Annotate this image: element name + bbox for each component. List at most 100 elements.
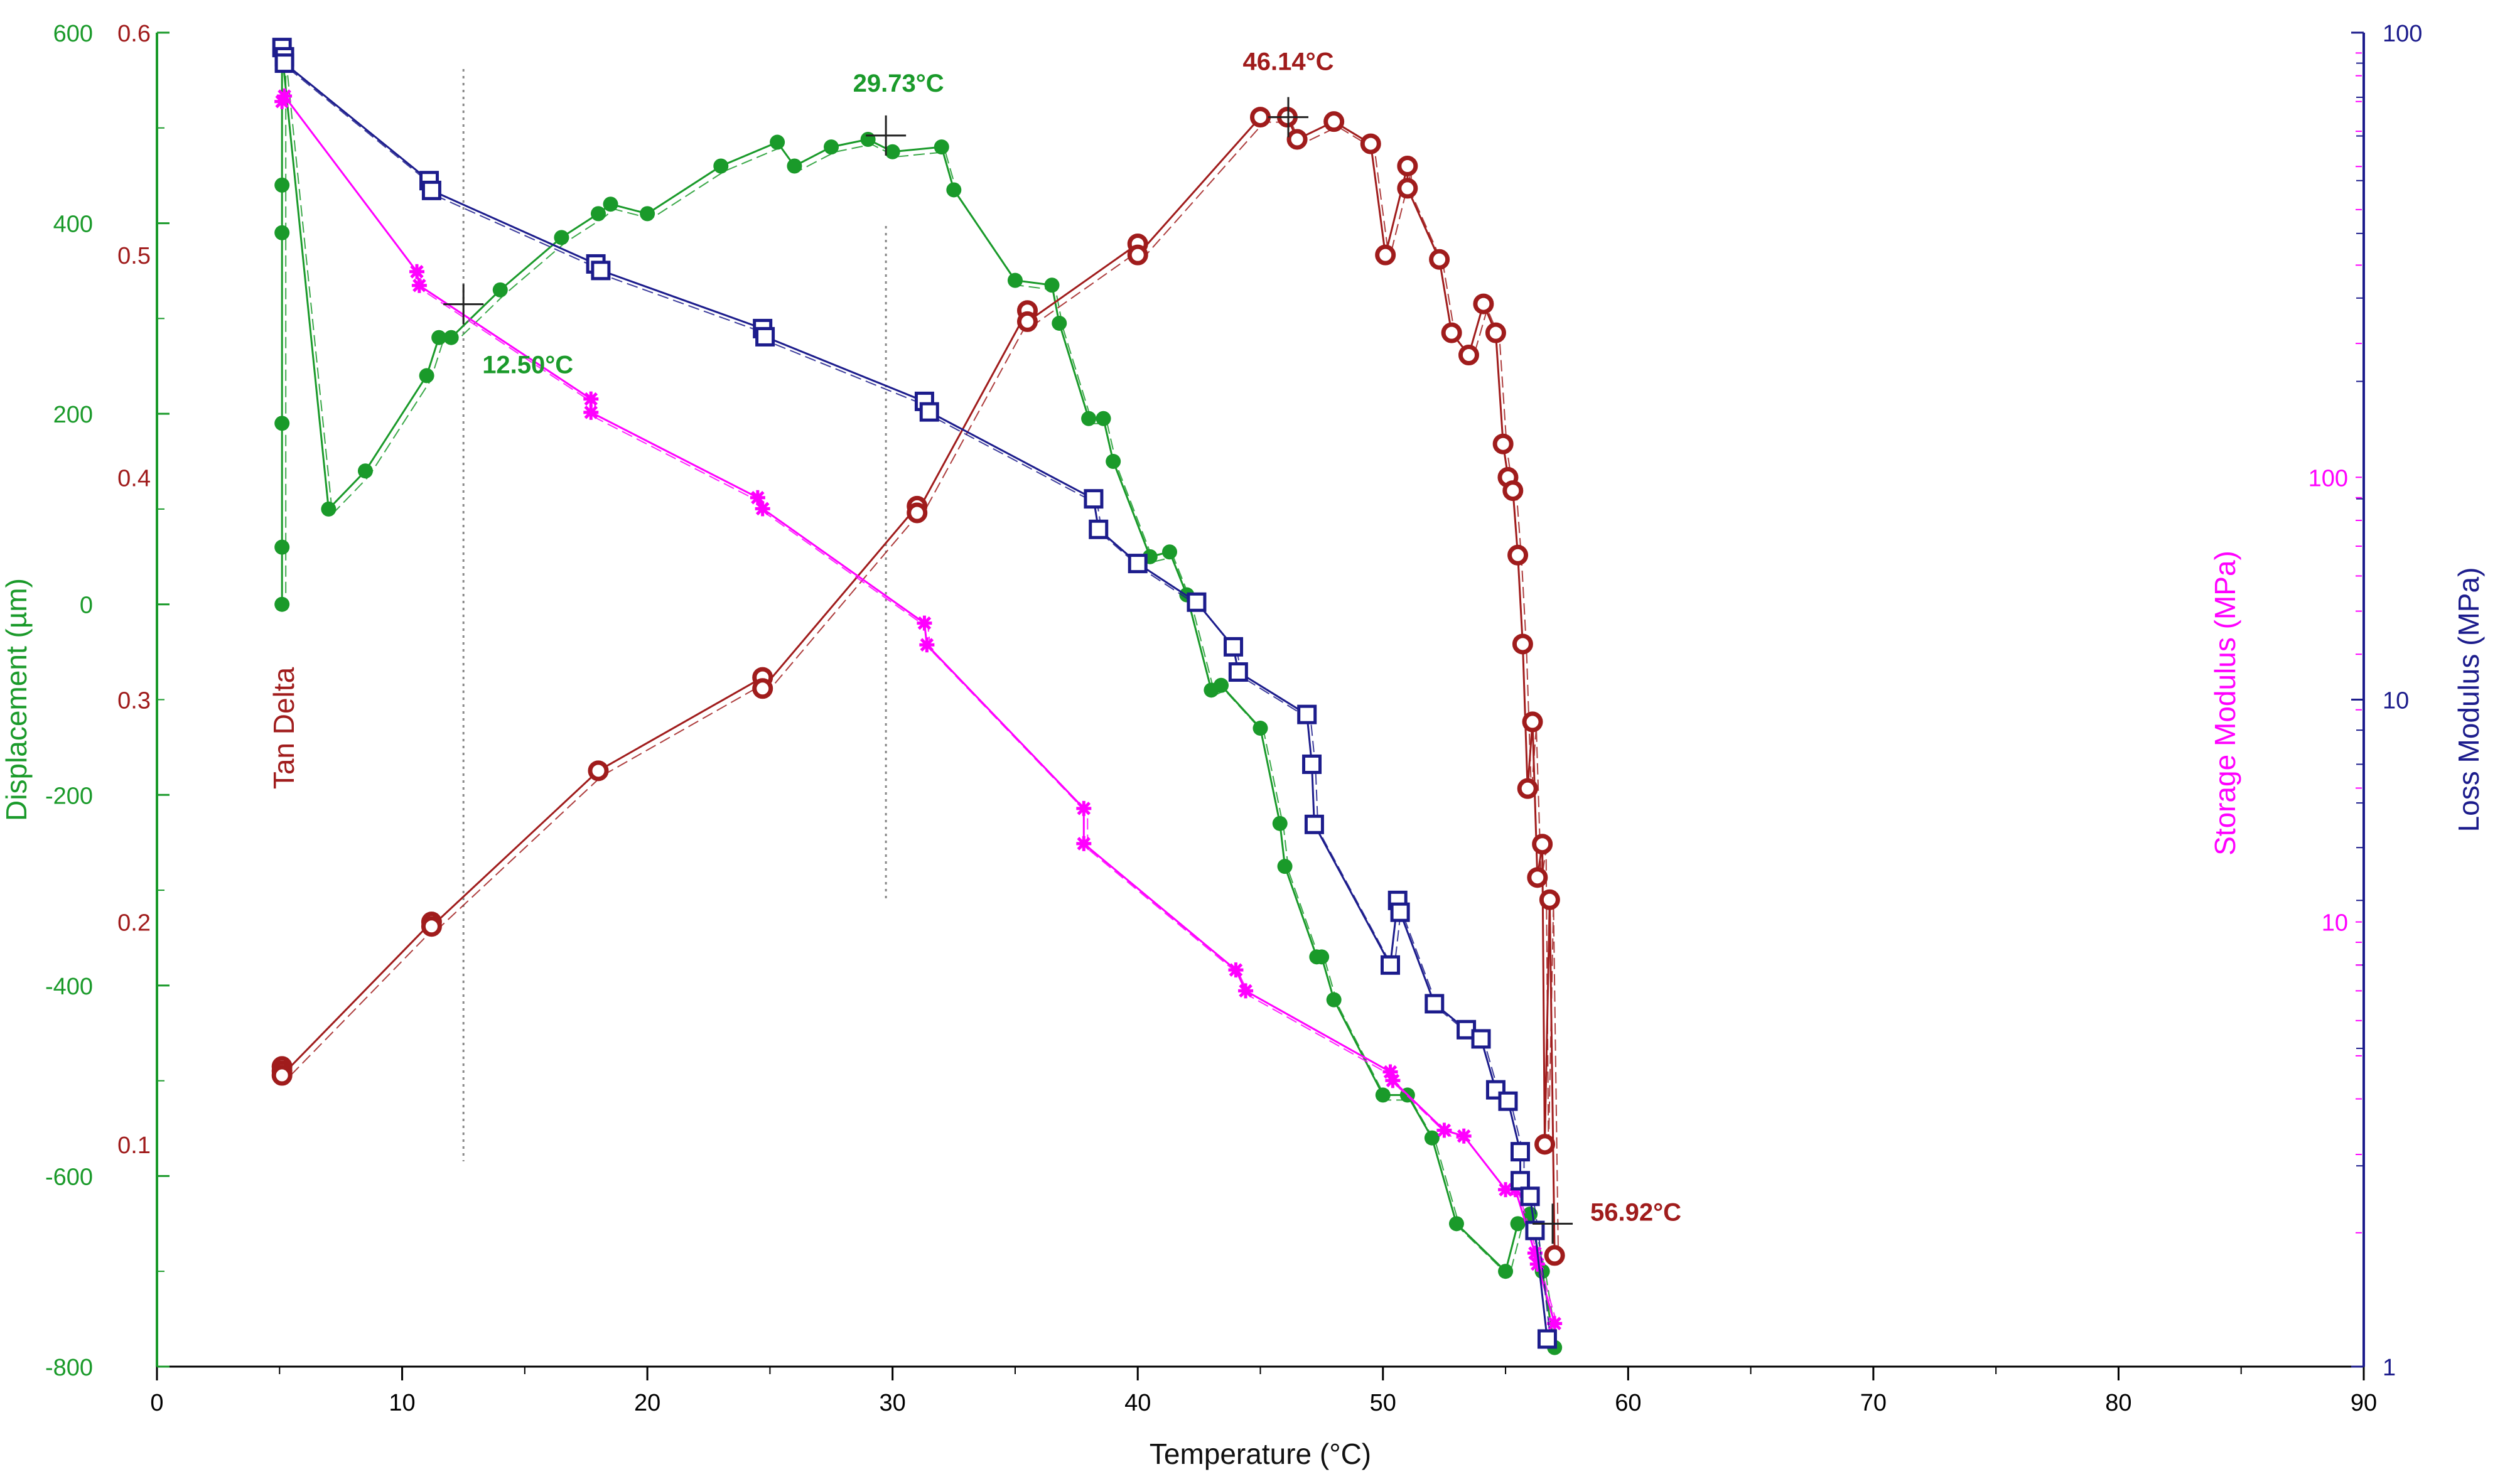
data-point: [421, 180, 441, 200]
data-point: [787, 158, 802, 174]
data-point: [1485, 322, 1506, 343]
data-point: [274, 416, 290, 431]
data-point: [1425, 994, 1445, 1014]
data-point: [321, 501, 337, 517]
data-point: [492, 282, 508, 298]
data-point: [1525, 1220, 1545, 1240]
data-point: [409, 264, 424, 279]
x-tick-label: 50: [1370, 1390, 1396, 1416]
data-point: [443, 330, 459, 345]
data-point: [1286, 129, 1308, 150]
data-point: [357, 463, 373, 479]
series-line-displacement: [281, 51, 1556, 1348]
x-tick-label: 60: [1615, 1390, 1641, 1416]
displacement-tick-label: -800: [45, 1355, 93, 1381]
data-point: [1527, 867, 1548, 888]
tan-delta-tick-label: 0.5: [117, 243, 151, 269]
storage-modulus-tick-label: 10: [2322, 910, 2348, 937]
loss-modulus-tick-label: 100: [2383, 21, 2422, 47]
tan-delta-tick-label: 0.3: [117, 688, 151, 714]
data-point: [1052, 315, 1067, 331]
data-point: [271, 1065, 293, 1086]
data-point: [1106, 454, 1121, 470]
data-point: [755, 326, 775, 347]
data-point: [1520, 1186, 1540, 1207]
data-point: [1502, 480, 1524, 502]
data-point: [274, 177, 290, 193]
data-point: [1517, 778, 1538, 799]
data-point: [554, 230, 569, 245]
data-point: [750, 490, 765, 505]
data-point: [1397, 178, 1418, 199]
data-point: [1539, 889, 1560, 910]
data-point: [1187, 592, 1207, 612]
data-point: [946, 182, 962, 198]
data-point: [1510, 1216, 1526, 1232]
data-point: [1089, 519, 1109, 539]
data-point: [274, 94, 290, 109]
data-point: [919, 402, 939, 422]
data-point: [1224, 637, 1244, 657]
displacement-tick-label: 400: [53, 212, 93, 238]
loss-modulus-tick-label: 1: [2383, 1355, 2396, 1381]
displacement-tick-label: 0: [80, 593, 93, 619]
data-point: [583, 404, 599, 420]
data-point: [588, 760, 609, 782]
annotations: 12.50°C 29.73°C 46.14°C 56.92°C: [443, 48, 1681, 1244]
data-point: [885, 144, 900, 159]
annotation-label: 46.14°C: [1243, 48, 1334, 76]
series-line-loss-modulus: [281, 47, 1548, 1340]
data-point: [755, 501, 770, 517]
series-layer: [271, 38, 1565, 1355]
series-line-replicate: [285, 100, 1560, 1329]
data-point: [1498, 1264, 1514, 1279]
data-point: [1375, 244, 1396, 266]
data-point: [1326, 992, 1342, 1008]
data-point: [1529, 1256, 1545, 1272]
data-point: [274, 596, 290, 612]
displacement-axis-title: Displacement (µm): [0, 578, 33, 821]
tan-delta-tick-label: 0.1: [117, 1132, 151, 1159]
x-tick-label: 40: [1124, 1390, 1151, 1416]
data-point: [603, 196, 618, 212]
x-tick-label: 0: [150, 1390, 163, 1416]
data-point: [1397, 156, 1418, 176]
data-point: [1424, 1130, 1440, 1146]
data-point: [1473, 293, 1494, 315]
data-point: [1081, 411, 1097, 426]
displacement-tick-label: -200: [45, 783, 93, 809]
data-point: [274, 539, 290, 555]
data-point: [419, 368, 434, 384]
data-point: [1390, 902, 1410, 922]
data-point: [1127, 244, 1148, 266]
data-point: [1507, 544, 1529, 566]
data-point: [431, 330, 447, 345]
x-tick-label: 10: [389, 1390, 415, 1416]
data-point: [1228, 662, 1248, 682]
data-point: [1375, 1087, 1391, 1103]
data-point: [1522, 711, 1543, 733]
x-tick-label: 20: [634, 1390, 660, 1416]
data-point: [274, 225, 290, 240]
data-point: [1076, 800, 1092, 816]
data-point: [1547, 1316, 1563, 1331]
series-line-replicate: [285, 56, 1560, 1353]
data-point: [1436, 1122, 1452, 1138]
data-point: [1448, 1216, 1464, 1232]
x-axis-title: Temperature (°C): [1150, 1438, 1371, 1470]
data-point: [1297, 704, 1317, 724]
data-point: [917, 615, 932, 631]
data-point: [591, 206, 606, 222]
data-point: [1304, 814, 1324, 834]
loss-modulus-axis-title: Loss Modulus (MPa): [2452, 567, 2485, 832]
x-tick-label: 80: [2105, 1390, 2131, 1416]
displacement-tick-label: 600: [53, 21, 93, 47]
data-point: [1084, 489, 1104, 509]
crosshair-marker: [866, 115, 907, 156]
data-point: [752, 678, 773, 699]
annotation-guides: [462, 69, 887, 1161]
data-point: [1544, 1245, 1565, 1266]
data-point: [713, 158, 729, 174]
